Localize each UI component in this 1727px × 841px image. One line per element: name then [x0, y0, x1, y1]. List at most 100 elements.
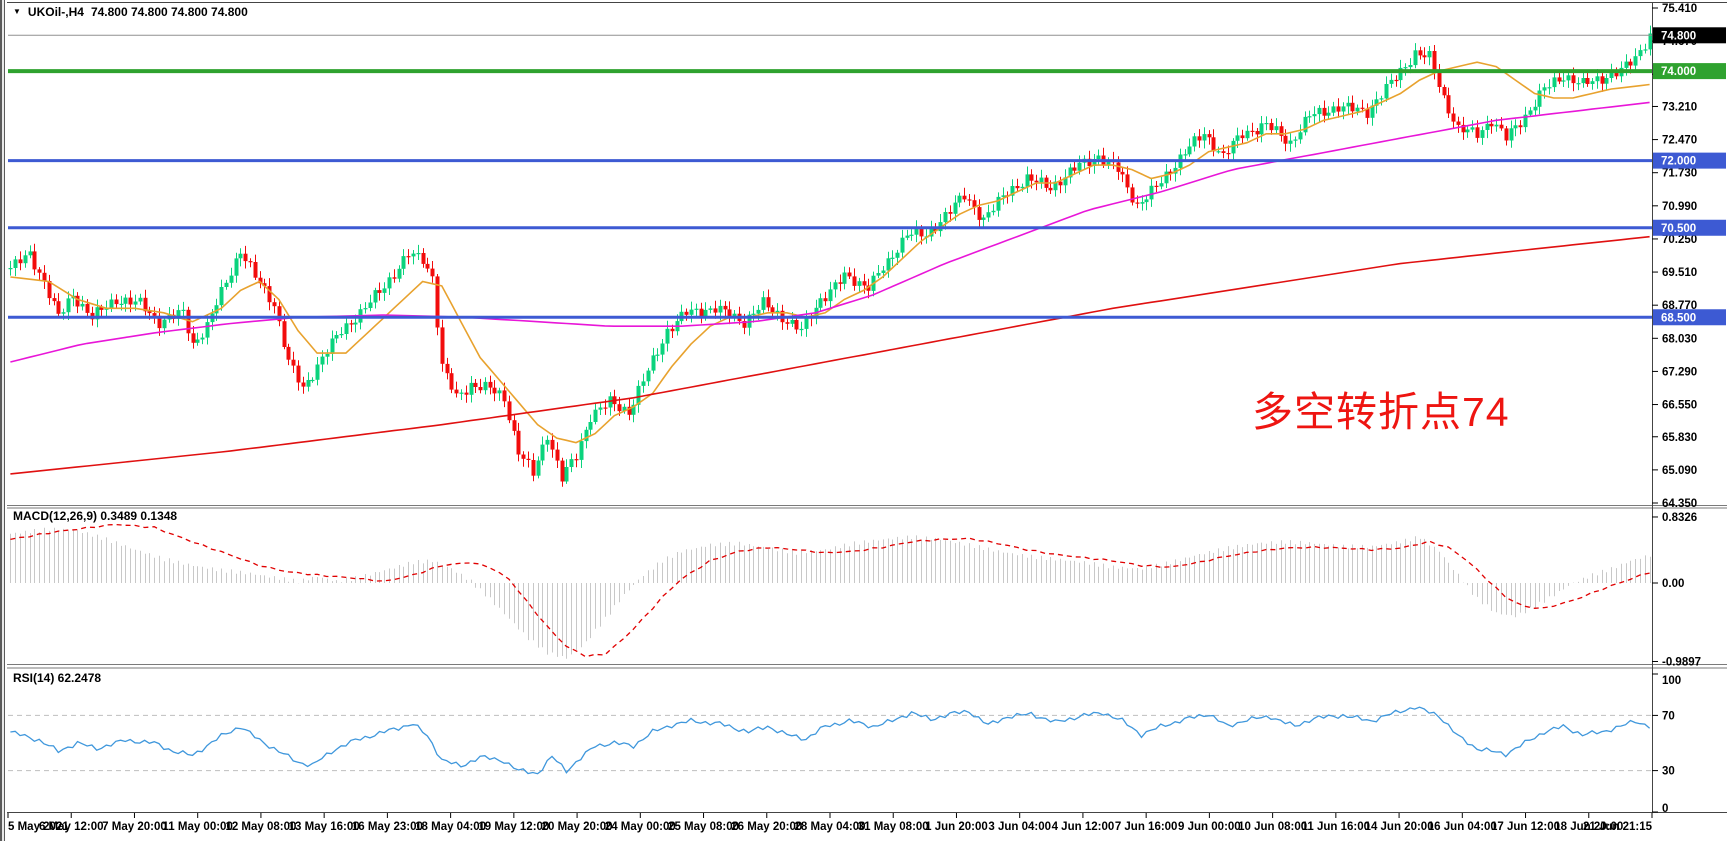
candle-body	[540, 444, 545, 461]
candle-body	[818, 298, 823, 308]
candle-body	[492, 387, 497, 394]
macd-panel[interactable]	[8, 508, 1652, 665]
candle-body	[732, 313, 737, 318]
candle-body	[579, 441, 584, 460]
candle-body	[162, 319, 167, 329]
time-tick-label: 16 May 23:00	[352, 821, 423, 833]
candle-body	[1317, 107, 1322, 115]
candle-body	[1480, 130, 1485, 138]
candle-body	[545, 439, 550, 445]
candle-body	[823, 298, 828, 302]
window-splitter[interactable]	[0, 0, 5, 841]
candle-body	[258, 277, 263, 284]
candle-body	[794, 320, 799, 330]
candle-body	[1389, 79, 1394, 84]
candle-body	[186, 309, 191, 334]
candle-body	[473, 382, 478, 387]
rsi-panel[interactable]	[8, 668, 1652, 813]
candle-body	[569, 459, 574, 467]
time-tick-label: 9 Jun 00:00	[1178, 821, 1241, 833]
candle-body	[1624, 61, 1629, 68]
candle-body	[588, 422, 593, 430]
candle-body	[267, 286, 272, 303]
candle-body	[512, 420, 517, 431]
panel-areas[interactable]	[8, 3, 1652, 813]
candle-body	[42, 272, 47, 281]
price-badge-label: 70.500	[1661, 223, 1696, 235]
candle-body	[598, 407, 603, 410]
candle-body	[641, 381, 646, 386]
symbol-dropdown-icon[interactable]: ▼	[13, 7, 21, 16]
candle-body	[842, 272, 847, 284]
candle-body	[478, 387, 483, 391]
candle-body	[143, 297, 148, 312]
price-tick-label: 65.090	[1662, 465, 1697, 477]
candle-body	[229, 275, 234, 283]
time-tick-label: 25 May 08:00	[668, 821, 739, 833]
candle-body	[1528, 110, 1533, 115]
candle-body	[1633, 56, 1638, 66]
time-tick-label: 13 May 16:00	[289, 821, 360, 833]
candle-body	[1125, 174, 1130, 188]
candle-body	[1427, 51, 1432, 58]
candle-body	[75, 295, 80, 307]
candle-body	[109, 299, 114, 309]
panel-borders	[7, 2, 1727, 813]
candles-group	[8, 25, 1653, 487]
candle-body	[516, 430, 521, 455]
candle-body	[445, 363, 450, 374]
candle-body	[1446, 95, 1451, 114]
candle-body	[1010, 186, 1015, 196]
price-tick-label: 68.030	[1662, 333, 1697, 345]
candle-body	[1561, 80, 1566, 82]
candle-body	[977, 207, 982, 220]
candle-body	[214, 305, 219, 314]
time-tick-label: 20 May 20:00	[542, 821, 613, 833]
horizontal-levels	[8, 34, 1652, 319]
candle-body	[608, 396, 613, 408]
candle-body	[646, 370, 651, 382]
candle-body	[866, 285, 871, 291]
candle-body	[919, 228, 924, 237]
candle-body	[1053, 181, 1058, 191]
candle-body	[421, 253, 426, 264]
candle-body	[1029, 174, 1034, 181]
candle-body	[775, 310, 780, 313]
candle-body	[28, 251, 33, 256]
candle-body	[1288, 140, 1293, 144]
candle-body	[334, 335, 339, 339]
candle-body	[766, 297, 771, 308]
candle-body	[1245, 130, 1250, 139]
candle-body	[95, 307, 100, 320]
candle-body	[85, 303, 90, 313]
candle-body	[593, 409, 598, 422]
candle-body	[310, 379, 315, 382]
candle-body	[1259, 123, 1264, 135]
candle-body	[507, 401, 512, 421]
time-tick-label: 21 Jun 21:15	[1583, 821, 1653, 833]
candle-body	[833, 282, 838, 290]
rsi-tick-label: 70	[1662, 710, 1675, 722]
candle-body	[1015, 186, 1020, 189]
candle-body	[382, 288, 387, 293]
candle-body	[603, 407, 608, 409]
candle-body	[339, 334, 344, 336]
price-badge-label: 72.000	[1661, 156, 1696, 168]
candle-body	[574, 459, 579, 461]
price-tick-label: 73.210	[1662, 101, 1697, 113]
candle-body	[1442, 87, 1447, 96]
candle-body	[1274, 126, 1279, 131]
candle-body	[176, 310, 181, 319]
candle-body	[1058, 181, 1063, 186]
candle-body	[1322, 107, 1327, 116]
candle-body	[838, 282, 843, 284]
candle-body	[957, 195, 962, 203]
candle-body	[440, 327, 445, 364]
ma-line-slow	[10, 235, 1650, 475]
main-price-panel[interactable]	[8, 3, 1652, 506]
candle-body	[248, 261, 253, 263]
candle-body	[1595, 76, 1600, 82]
candle-body	[1504, 128, 1509, 141]
